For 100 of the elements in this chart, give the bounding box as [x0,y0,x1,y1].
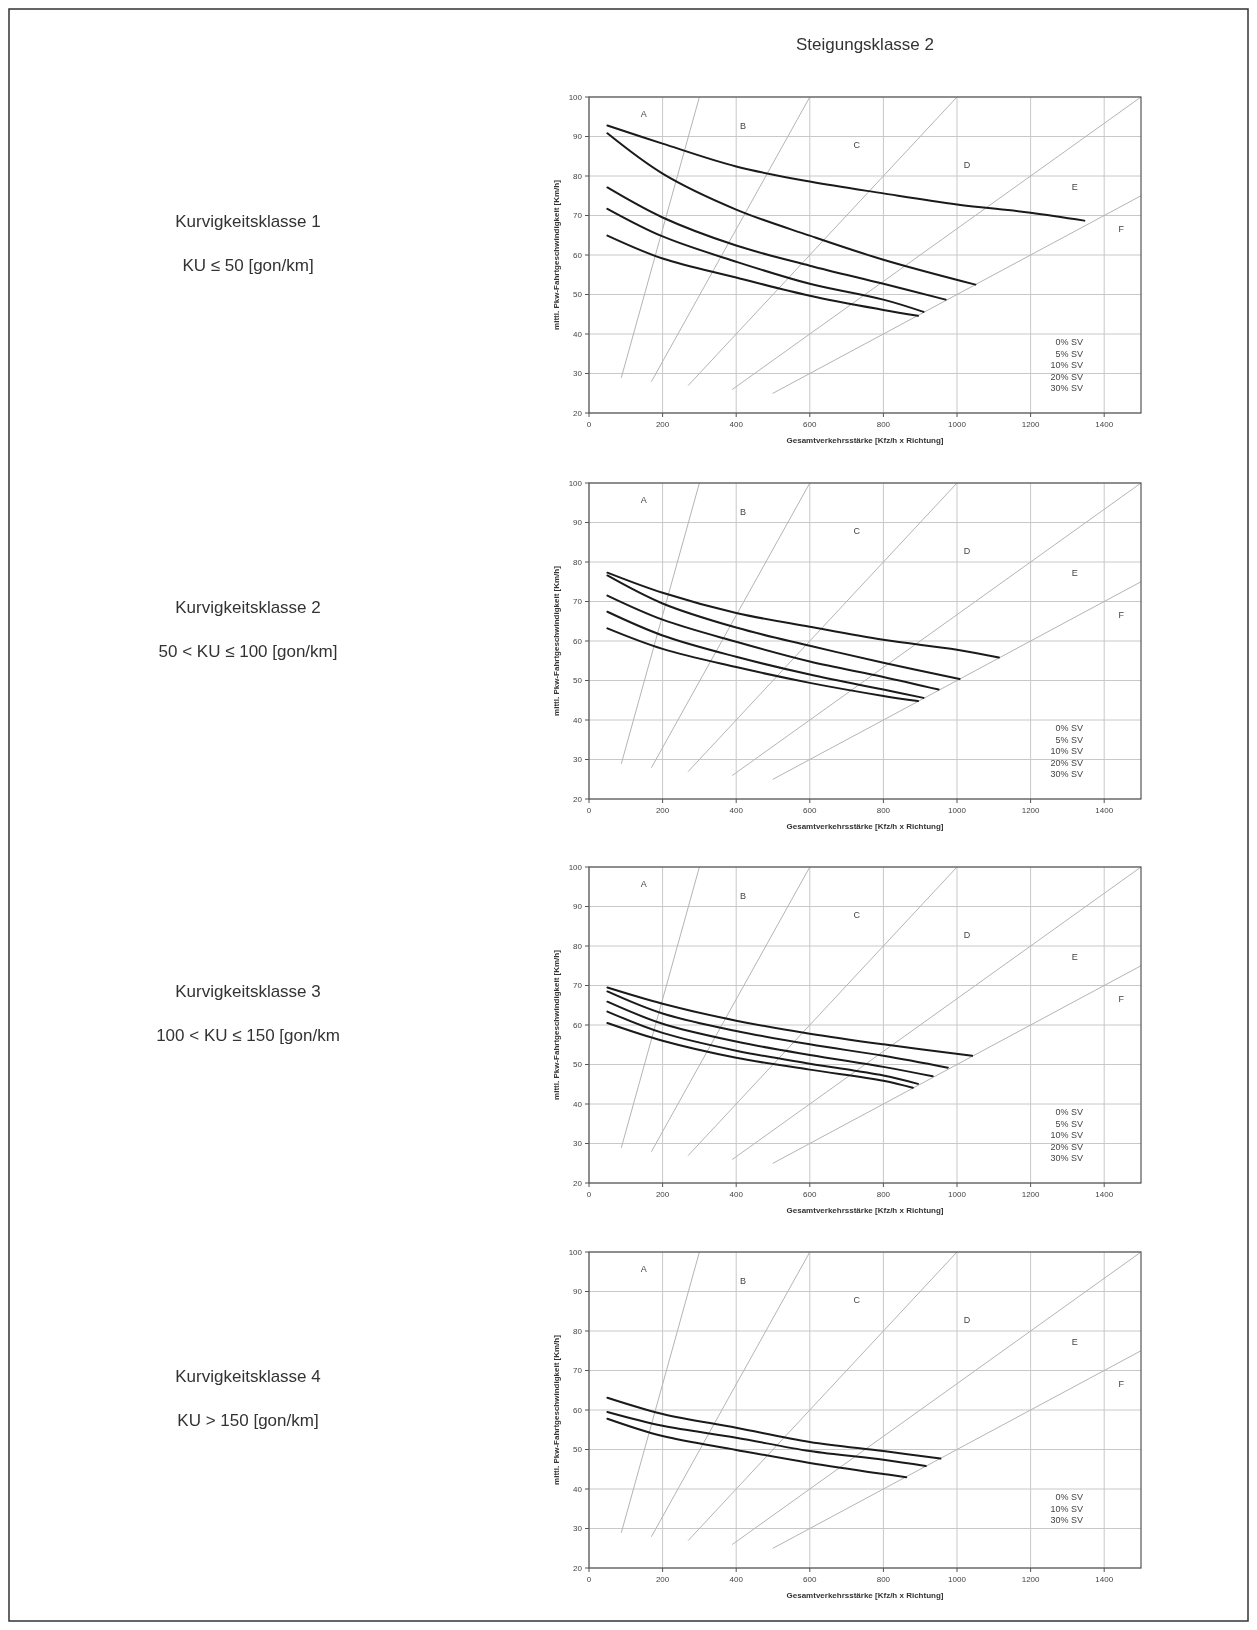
x-tick-label: 800 [876,806,891,815]
annotation: F [1118,1378,1125,1389]
x-tick-label: 600 [803,1575,818,1584]
x-tick-label: 1000 [948,1190,967,1199]
annotation: A [640,879,647,890]
annotation: E [1071,951,1078,962]
y-tick-label: 30 [573,1524,583,1534]
y-axis-title: mittl. Pkw-Fahrtgeschwindigkeit [Km/h] [552,949,561,1100]
annotation: 10% SV [1050,1130,1083,1141]
annotation: 5% SV [1055,1118,1083,1129]
x-tick-label: 400 [729,806,744,815]
y-tick-label: 50 [573,1445,583,1455]
annotation: 5% SV [1055,348,1083,359]
y-tick-label: 70 [573,211,583,221]
y-tick-label: 90 [573,132,583,142]
x-tick-label: 600 [803,806,818,815]
annotation: C [853,1294,861,1305]
x-tick-label: 1400 [1095,1190,1114,1199]
annotation: B [740,506,747,517]
annotation: D [963,1315,971,1326]
x-tick-label: 1200 [1021,1575,1041,1584]
y-tick-label: 80 [573,941,583,951]
annotation: D [963,930,971,941]
annotation: 0% SV [1055,1492,1083,1503]
annotation: D [963,160,971,171]
x-tick-label: 1000 [948,420,967,429]
x-tick-label: 0 [586,1575,592,1584]
x-tick-label: 400 [729,420,744,429]
text: 100 < KU ≤ 150 [gon/km [156,1025,340,1045]
y-tick-label: 60 [573,636,583,646]
y-tick-label: 70 [573,597,583,607]
x-tick-label: 200 [655,1190,670,1199]
x-axis-title: Gesamtverkehrsstärke [Kfz/h x Richtung] [786,1206,944,1215]
annotation: 20% SV [1050,1141,1083,1152]
annotation: F [1118,609,1125,620]
y-tick-label: 80 [573,1326,583,1336]
annotation: 0% SV [1055,723,1083,734]
x-tick-label: 1200 [1021,1190,1041,1199]
x-tick-label: 200 [655,1575,670,1584]
text: Kurvigkeitsklasse 1 [175,211,321,231]
x-tick-label: 400 [729,1575,744,1584]
annotation: F [1118,993,1125,1004]
y-axis-title: mittl. Pkw-Fahrtgeschwindigkeit [Km/h] [552,1334,561,1485]
x-tick-label: 1200 [1021,806,1041,815]
x-tick-label: 800 [876,1190,891,1199]
x-tick-label: 200 [655,806,670,815]
text: Kurvigkeitsklasse 2 [175,597,321,617]
annotation: 0% SV [1055,337,1083,348]
y-axis-title: mittl. Pkw-Fahrtgeschwindigkeit [Km/h] [552,179,561,330]
y-tick-label: 70 [573,1366,583,1376]
x-tick-label: 200 [655,420,670,429]
x-tick-label: 800 [876,1575,891,1584]
y-tick-label: 60 [573,1020,583,1030]
annotation: C [853,139,861,150]
annotation: A [640,109,647,120]
y-tick-label: 20 [573,1563,583,1573]
y-tick-label: 30 [573,755,583,765]
y-tick-label: 50 [573,1060,583,1070]
annotation: 30% SV [1050,1153,1083,1164]
y-tick-label: 100 [568,862,583,872]
y-tick-label: 70 [573,981,583,991]
annotation: 30% SV [1050,1515,1083,1526]
x-tick-label: 1400 [1095,420,1114,429]
annotation: 5% SV [1055,734,1083,745]
y-tick-label: 60 [573,250,583,260]
annotation: 10% SV [1050,1503,1083,1514]
y-tick-label: 90 [573,1287,583,1297]
y-tick-label: 80 [573,557,583,567]
x-tick-label: 1400 [1095,806,1114,815]
y-tick-label: 40 [573,329,583,339]
annotation: 10% SV [1050,746,1083,757]
text: Steigungsklasse 2 [796,35,934,54]
x-tick-label: 0 [586,806,592,815]
annotation: E [1071,181,1078,192]
text: KU > 150 [gon/km] [177,1410,319,1430]
y-tick-label: 90 [573,518,583,528]
x-tick-label: 800 [876,420,891,429]
annotation: A [640,495,647,506]
y-tick-label: 100 [568,1247,583,1257]
y-tick-label: 60 [573,1405,583,1415]
y-tick-label: 100 [568,478,583,488]
text: Kurvigkeitsklasse 3 [175,981,321,1001]
x-tick-label: 400 [729,1190,744,1199]
y-tick-label: 30 [573,1139,583,1149]
y-tick-label: 40 [573,1484,583,1494]
y-tick-label: 40 [573,715,583,725]
annotation: 30% SV [1050,383,1083,394]
x-axis-title: Gesamtverkehrsstärke [Kfz/h x Richtung] [786,822,944,831]
annotation: B [740,120,747,131]
y-axis-title: mittl. Pkw-Fahrtgeschwindigkeit [Km/h] [552,565,561,716]
annotation: B [740,1275,747,1286]
annotation: 10% SV [1050,360,1083,371]
y-tick-label: 50 [573,290,583,300]
x-axis-title: Gesamtverkehrsstärke [Kfz/h x Richtung] [786,1591,944,1600]
x-tick-label: 1000 [948,806,967,815]
annotation: D [963,546,971,557]
x-tick-label: 1200 [1021,420,1041,429]
annotation: 30% SV [1050,769,1083,780]
x-tick-label: 1000 [948,1575,967,1584]
y-tick-label: 80 [573,171,583,181]
